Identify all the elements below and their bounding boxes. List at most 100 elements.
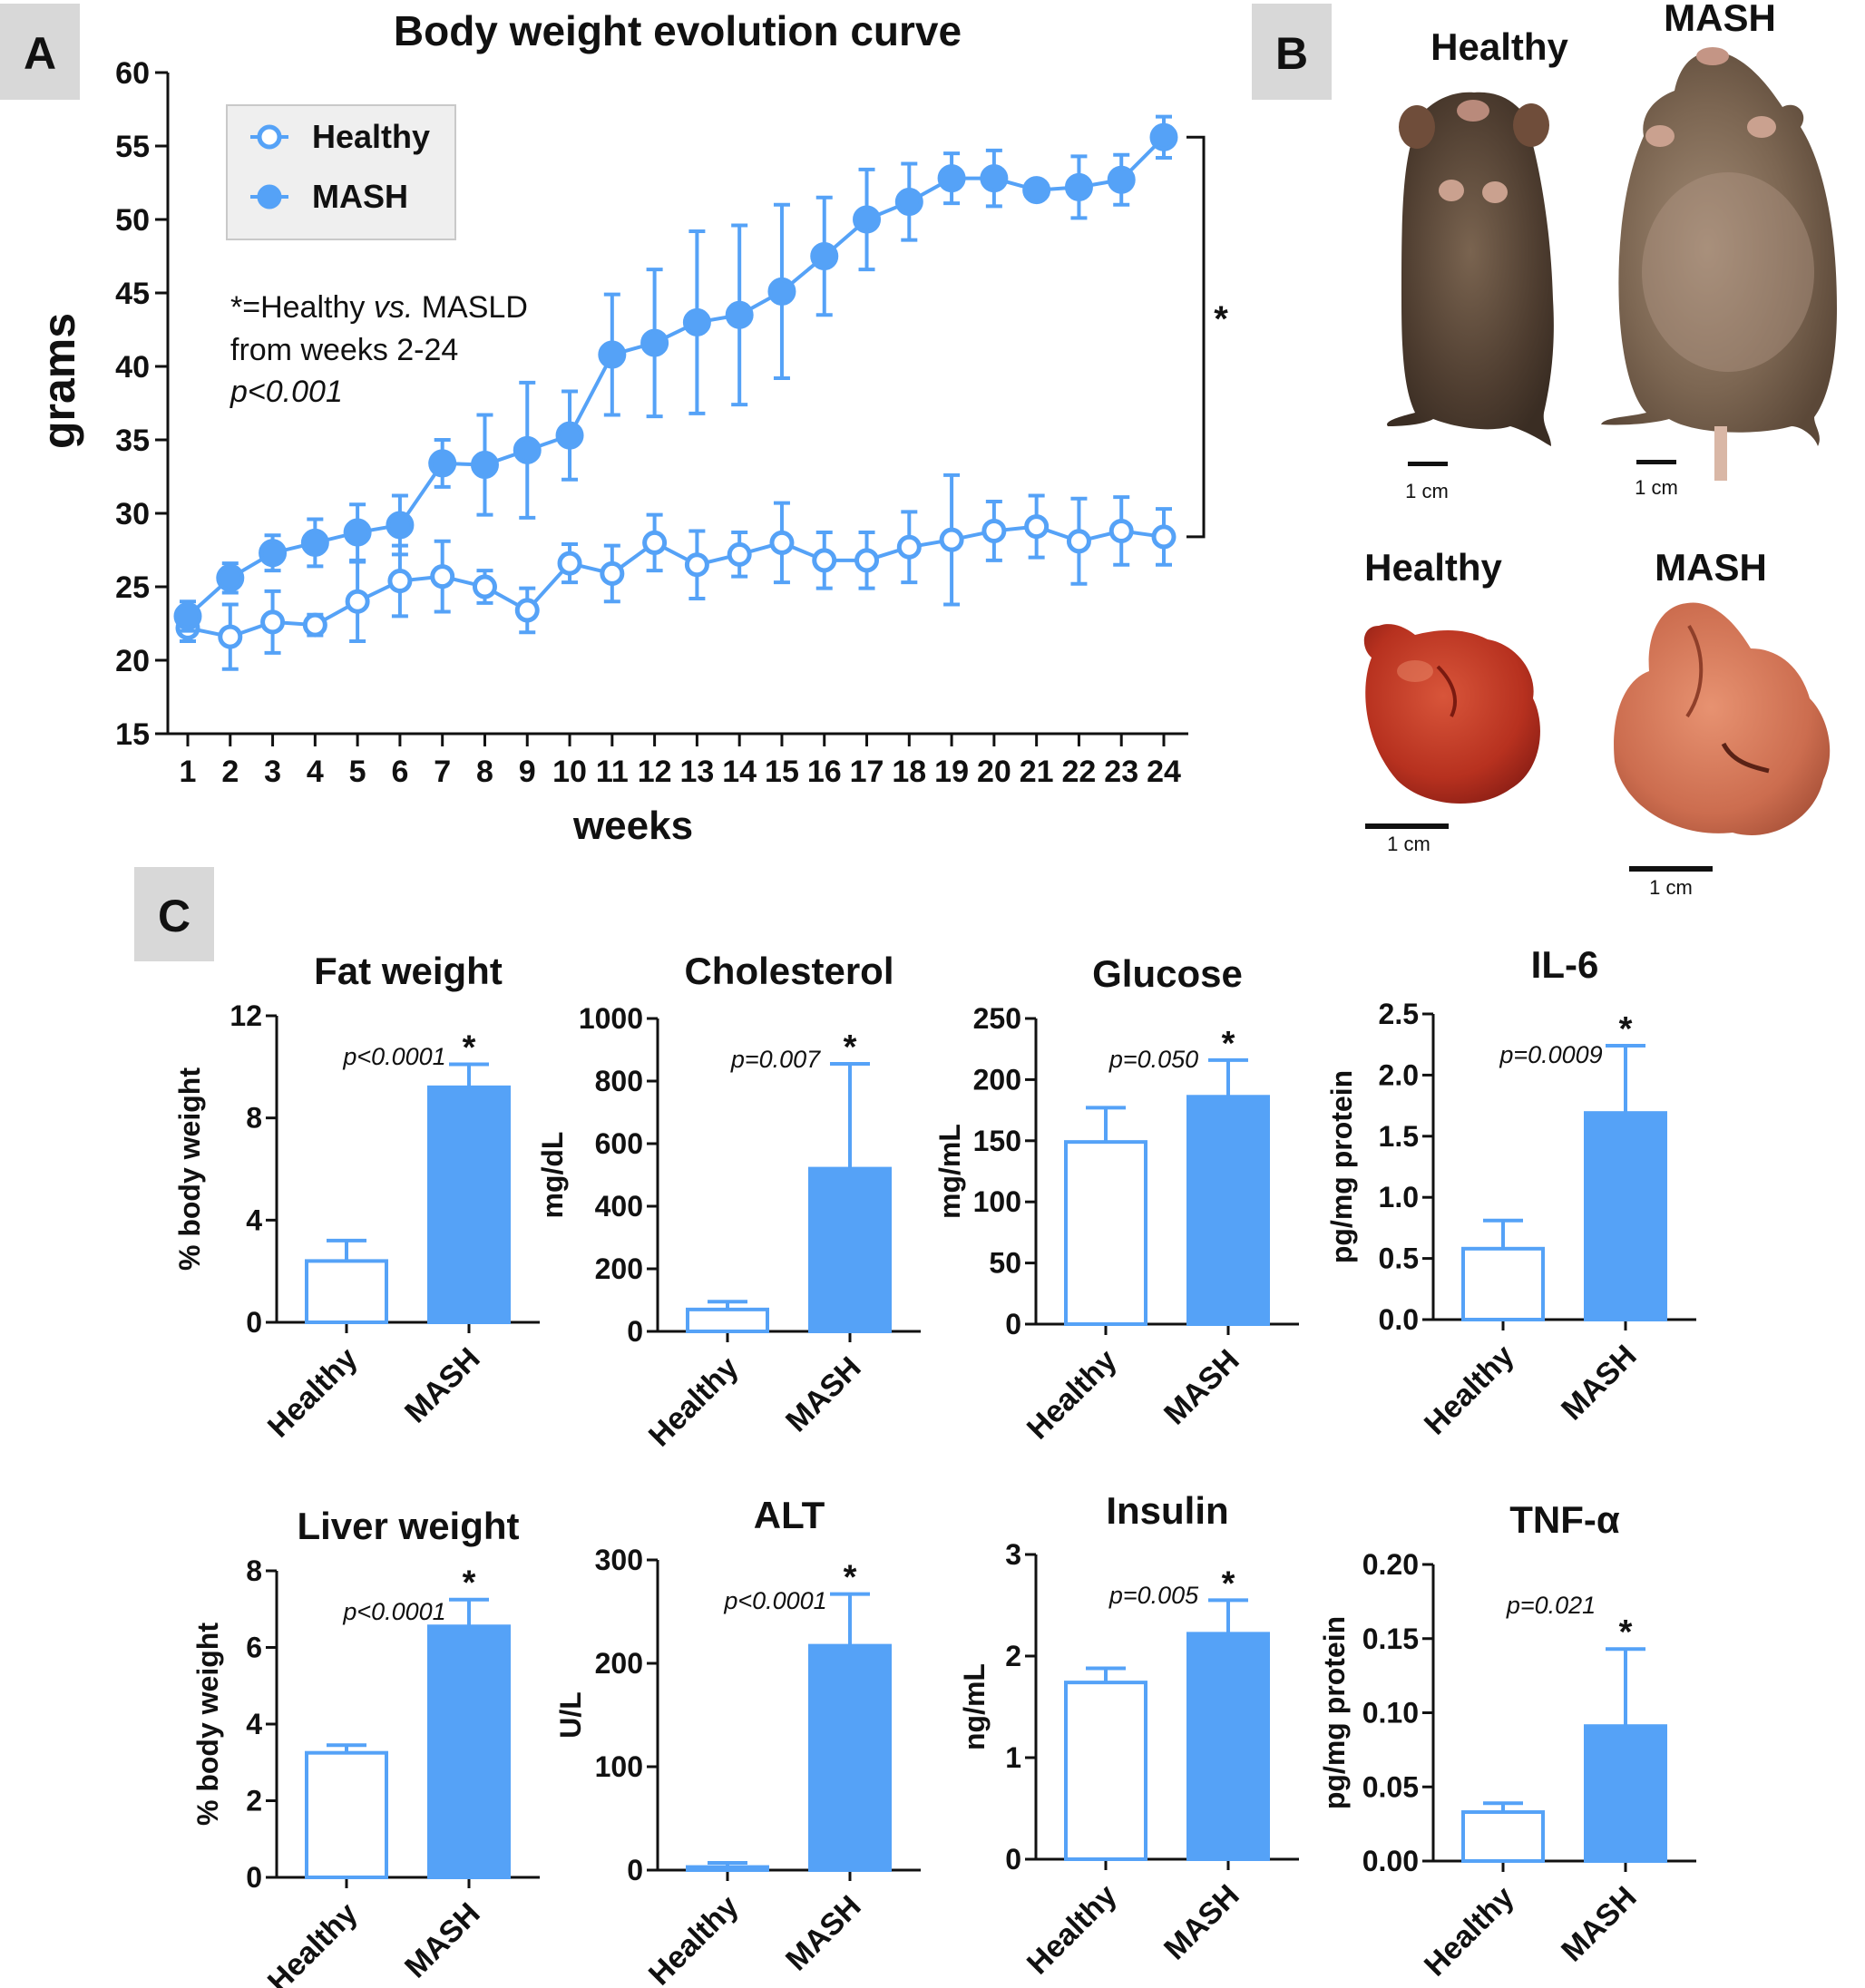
bar-chart-il6: IL-6 0.0 0.5 1.0 1.5 2.0 2.5 pg/mg protein Healt…: [1325, 943, 1696, 1442]
scale-label-mouse-mash: 1 cm: [1635, 476, 1678, 499]
data-point: [472, 574, 497, 599]
y-tick-label: 2.5: [1379, 998, 1419, 1030]
x-tick-label: 9: [519, 755, 536, 789]
x-category-label: Healthy: [642, 1889, 746, 1988]
y-tick-label: 0.15: [1362, 1623, 1419, 1655]
bar-healthy: [305, 1750, 388, 1879]
bar-chart-title: IL-6: [1531, 943, 1599, 986]
y-axis-label: ng/mL: [958, 1663, 991, 1750]
x-category-label: MASH: [1157, 1343, 1246, 1432]
y-tick-label: 100: [973, 1185, 1021, 1218]
body-weight-chart: Body weight evolution curve1520253035404…: [34, 7, 1228, 848]
y-tick-label: 800: [595, 1065, 643, 1097]
bar-chart-title: ALT: [754, 1494, 825, 1536]
x-tick-label: 24: [1147, 755, 1181, 789]
y-tick-label: 20: [115, 644, 150, 678]
data-point: [260, 609, 286, 635]
scale-bar-mouse-healthy: [1408, 462, 1448, 466]
data-point: [1066, 529, 1091, 554]
y-tick-label: 0.05: [1362, 1770, 1419, 1803]
data-point: [387, 569, 413, 594]
y-tick-label: 50: [115, 203, 150, 238]
data-point: [1107, 165, 1136, 194]
x-category-label: Healthy: [642, 1350, 746, 1454]
y-tick-label: 8: [246, 1102, 262, 1135]
data-point: [767, 277, 796, 306]
data-point: [812, 548, 837, 573]
bar-mash: [427, 1624, 511, 1879]
data-point: [939, 527, 964, 552]
data-point: [430, 564, 455, 590]
x-tick-label: 13: [679, 755, 714, 789]
y-tick-label: 2: [246, 1785, 262, 1817]
data-point: [684, 552, 709, 578]
data-point: [557, 551, 582, 576]
bar-mash: [808, 1166, 892, 1333]
bar-mash: [1186, 1632, 1270, 1861]
svg-text:A: A: [24, 28, 56, 79]
chart-title: Body weight evolution curve: [394, 7, 962, 54]
x-category-label: MASH: [779, 1889, 868, 1978]
y-tick-label: 0.20: [1362, 1548, 1419, 1581]
significance-star: *: [1619, 1010, 1633, 1048]
y-tick-label: 150: [973, 1125, 1021, 1157]
significance-star: *: [463, 1029, 476, 1067]
data-point: [980, 164, 1009, 193]
data-point: [682, 307, 711, 336]
bar-mash: [808, 1643, 892, 1872]
x-tick-label: 14: [722, 755, 757, 789]
x-category-label: MASH: [1555, 1880, 1644, 1969]
panel-label-b: B: [1252, 4, 1332, 100]
bar-chart-title: Fat weight: [314, 950, 503, 992]
bar-chart-title: Cholesterol: [684, 950, 893, 992]
y-tick-label: 35: [115, 424, 150, 458]
bar-mash: [1186, 1095, 1270, 1326]
bar-healthy: [686, 1307, 769, 1333]
panel-label-c: C: [134, 867, 214, 961]
significance-star: *: [1619, 1613, 1633, 1652]
y-tick-label: 4: [246, 1204, 262, 1236]
y-tick-label: 0: [246, 1861, 262, 1894]
x-category-label: Healthy: [1418, 1339, 1521, 1442]
data-point: [514, 598, 540, 623]
x-tick-label: 11: [596, 755, 629, 789]
x-tick-label: 2: [221, 755, 239, 789]
y-tick-label: 250: [973, 1002, 1021, 1035]
annotation-line-2: from weeks 2-24: [230, 333, 458, 367]
data-point: [642, 530, 668, 555]
p-value-label: p=0.050: [1108, 1046, 1198, 1073]
p-value-label: p<0.0001: [342, 1043, 445, 1070]
y-tick-label: 2.0: [1379, 1058, 1419, 1091]
bar-healthy: [1064, 1140, 1147, 1326]
y-axis-label: % body weight: [173, 1067, 206, 1271]
data-point: [302, 612, 327, 638]
svg-text:C: C: [158, 891, 190, 941]
bar-mash: [1584, 1111, 1667, 1321]
bar-chart-title: Insulin: [1106, 1489, 1228, 1532]
annotation-text: *=Healthy: [230, 290, 374, 325]
y-tick-label: 1000: [579, 1002, 643, 1035]
bar-healthy: [1461, 1810, 1545, 1864]
x-tick-label: 12: [638, 755, 672, 789]
x-category-label: MASH: [1555, 1339, 1644, 1428]
data-point: [1024, 514, 1050, 540]
x-tick-label: 20: [977, 755, 1011, 789]
y-axis-label: mg/mL: [933, 1124, 966, 1219]
data-point: [173, 601, 202, 630]
bar-mash: [1584, 1724, 1667, 1863]
scale-bar-liver-healthy: [1365, 823, 1449, 829]
scale-label-liver-mash: 1 cm: [1649, 876, 1693, 899]
y-tick-label: 40: [115, 350, 150, 385]
x-tick-label: 3: [264, 755, 281, 789]
y-axis-label: % body weight: [191, 1623, 224, 1826]
significance-bracket: [1186, 135, 1206, 539]
liver-healthy-photo: [1363, 624, 1540, 804]
y-tick-label: 0: [627, 1854, 643, 1886]
bar-chart-fat_weight: Fat weight 0 4 8 12 % body weight Healthy MASH p…: [173, 950, 540, 1445]
y-tick-label: 400: [595, 1190, 643, 1223]
data-point: [725, 300, 754, 329]
mouse-mash-photo: [1601, 47, 1837, 481]
data-point: [937, 164, 966, 193]
y-tick-label: 600: [595, 1127, 643, 1160]
series-healthy: [175, 473, 1177, 671]
